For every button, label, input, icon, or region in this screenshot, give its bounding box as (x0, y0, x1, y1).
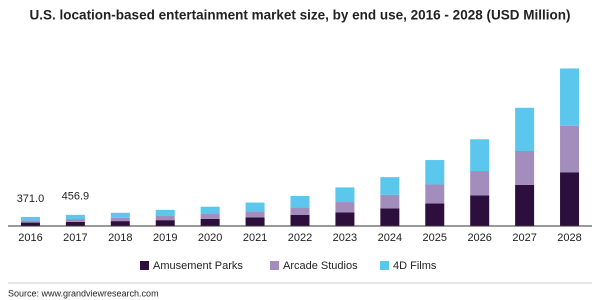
bar-segment (65, 214, 85, 220)
x-tick-label: 2016 (18, 232, 42, 244)
bar-segment (245, 202, 265, 212)
legend-label: Arcade Studios (283, 260, 358, 272)
x-tick-label: 2023 (333, 232, 357, 244)
bar-segment (200, 218, 220, 226)
bar-segment (245, 211, 265, 218)
bar-segment (470, 171, 490, 196)
x-tick-label: 2027 (512, 232, 536, 244)
bar-segment (110, 221, 130, 226)
bar-segment (425, 184, 445, 204)
bar-segment (335, 187, 355, 203)
total-label: 456.9 (62, 191, 90, 203)
bar-segment (200, 214, 220, 219)
bar-segment (65, 219, 85, 222)
x-tick-label: 2024 (378, 232, 402, 244)
bar-segment (155, 220, 175, 226)
bar-segment (155, 215, 175, 221)
x-tick-label: 2028 (557, 232, 581, 244)
bar-segment (20, 222, 40, 226)
bar-segment (560, 125, 580, 173)
bar-segment (20, 216, 40, 221)
x-tick-label: 2021 (243, 232, 267, 244)
bar-segment (290, 215, 310, 226)
legend-label: Amusement Parks (153, 260, 243, 272)
x-tick-label: 2020 (198, 232, 222, 244)
bar-segment (290, 195, 310, 208)
bar-segment (245, 217, 265, 226)
bar-segment (515, 184, 535, 226)
legend-label: 4D Films (393, 260, 437, 272)
bar-segment (335, 212, 355, 226)
bar-segment (20, 220, 40, 223)
bar-segment (155, 209, 175, 216)
x-tick-label: 2019 (153, 232, 177, 244)
bar-segment (380, 208, 400, 226)
bar-segment (425, 160, 445, 185)
bar-segment (110, 212, 130, 218)
x-tick-label: 2022 (288, 232, 312, 244)
bar-segment (515, 151, 535, 185)
bar-segment (290, 207, 310, 216)
bar-segment (560, 68, 580, 126)
chart-title: U.S. location-based entertainment market… (30, 8, 571, 23)
bar-segment (515, 107, 535, 152)
x-tick-label: 2017 (63, 232, 87, 244)
x-tick-label: 2025 (423, 232, 447, 244)
bar-segment (380, 177, 400, 195)
legend-swatch (270, 261, 279, 270)
bar-segment (110, 217, 130, 222)
legend-swatch (380, 261, 389, 270)
source: Source: www.grandviewresearch.com (8, 288, 159, 298)
total-label: 371.0 (17, 193, 45, 205)
bar-segment (65, 221, 85, 226)
bar-segment (380, 194, 400, 209)
bar-segment (425, 203, 445, 226)
bar-segment (560, 172, 580, 226)
legend-swatch (140, 261, 149, 270)
bar-segment (470, 139, 490, 172)
bar-segment (200, 206, 220, 215)
bar-segment (335, 202, 355, 213)
x-tick-label: 2018 (108, 232, 132, 244)
bar-segment (470, 195, 490, 226)
x-tick-label: 2026 (467, 232, 491, 244)
